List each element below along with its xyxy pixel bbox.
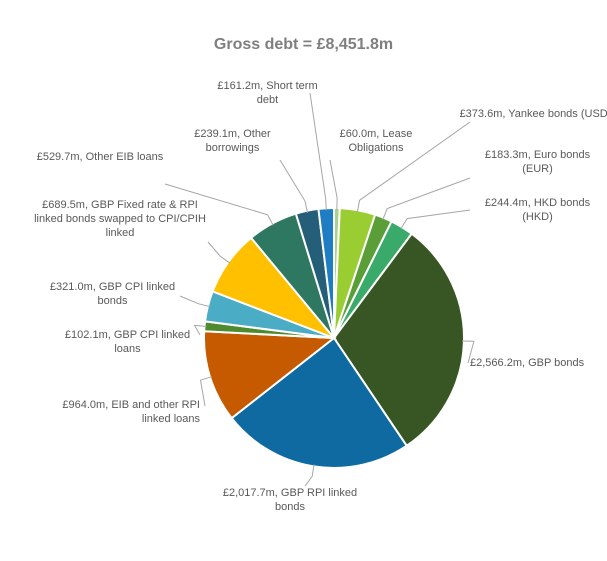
leader-line <box>279 159 308 213</box>
data-label: £60.0m, Lease Obligations <box>339 128 413 154</box>
leader-line <box>304 464 315 487</box>
leader-line <box>382 177 471 220</box>
leader-line <box>400 209 471 230</box>
leader-line <box>179 295 211 308</box>
leader-line <box>164 183 274 226</box>
data-label: £102.1m, GBP CPI linked loans <box>64 329 191 355</box>
leader-line <box>461 340 475 364</box>
leader-line <box>207 241 231 264</box>
data-label: £964.0m, EIB and other RPI linked loans <box>62 399 200 425</box>
data-label: £2,017.7m, GBP RPI linked bonds <box>222 487 358 513</box>
data-label: £183.3m, Euro bonds (EUR) <box>484 149 591 175</box>
data-label: £689.5m, GBP Fixed rate & RPI linked bon… <box>34 199 206 239</box>
chart-title: Gross debt = £8,451.8m <box>213 36 394 53</box>
leader-line <box>356 121 471 213</box>
data-label: £529.7m, Other EIB loans <box>36 151 164 163</box>
data-label: £373.6m, Yankee bonds (USD) <box>459 108 607 120</box>
data-label: £2,566.2m, GBP bonds <box>470 357 585 369</box>
leader-line <box>193 324 207 336</box>
leader-line <box>199 376 213 407</box>
data-label: £239.1m, Other borrowings <box>194 128 271 154</box>
data-label: £161.2m, Short term debt <box>217 80 318 106</box>
leader-line <box>309 92 327 211</box>
leader-line <box>329 159 338 211</box>
data-label: £321.0m, GBP CPI linked bonds <box>49 281 176 307</box>
data-label: £244.4m, HKD bonds (HKD) <box>484 197 591 223</box>
